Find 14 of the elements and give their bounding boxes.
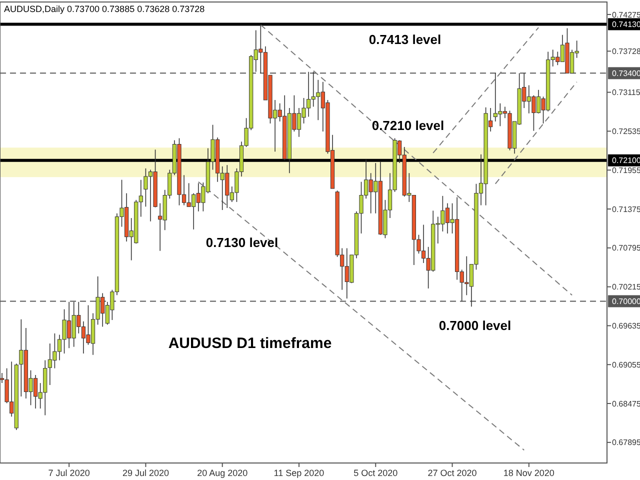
annotation: 0.7130 level xyxy=(206,235,278,250)
x-tick-label: 18 Nov 2020 xyxy=(503,468,554,478)
x-tick-label: 27 Oct 2020 xyxy=(428,468,477,478)
x-tick-label: 29 Jul 2020 xyxy=(122,468,169,478)
x-tick-label: 20 Aug 2020 xyxy=(197,468,248,478)
x-tick-label: 7 Jul 2020 xyxy=(48,468,90,478)
x-tick-label: 11 Sep 2020 xyxy=(274,468,324,478)
annotation: 0.7000 level xyxy=(438,318,512,333)
chart-title: AUDUSD,Daily 0.73700 0.73885 0.73628 0.73728 xyxy=(4,4,205,14)
annotation: AUDUSD D1 timeframe xyxy=(168,335,332,352)
x-tick-label: 5 Oct 2020 xyxy=(354,468,398,478)
annotation: 0.7210 level xyxy=(372,118,444,133)
annotation: 0.7413 level xyxy=(368,32,442,47)
y-tick-label: 0.73115 xyxy=(612,88,640,98)
